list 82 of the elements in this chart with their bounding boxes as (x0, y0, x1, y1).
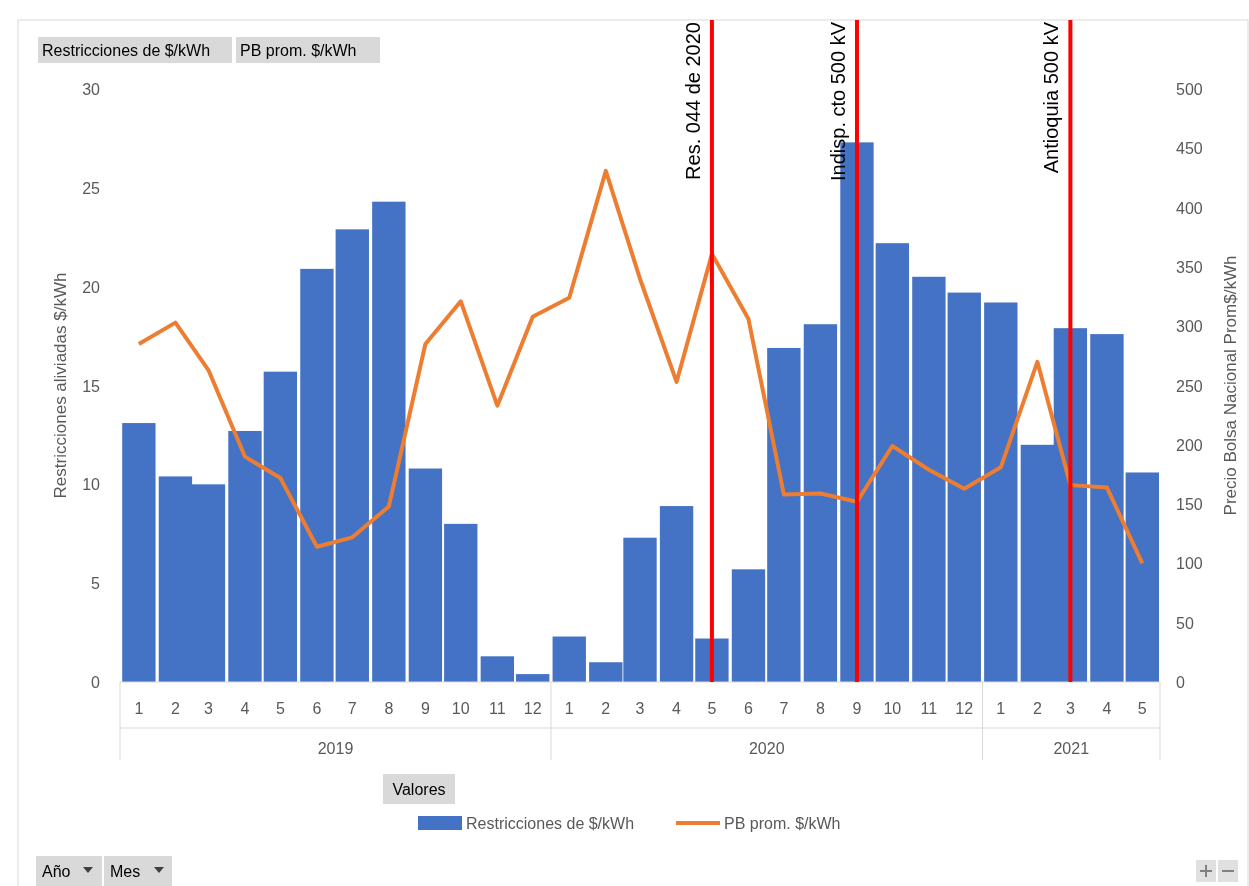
x-tick-label: 8 (815, 700, 825, 717)
field-button: Valores (383, 774, 455, 804)
y-tick-label: 5 (91, 575, 101, 593)
x-tick-label: 1 (134, 700, 144, 717)
field-button: Restricciones de $/kWh (38, 37, 232, 63)
x-tick-label: 1 (564, 700, 574, 717)
bar (444, 523, 478, 682)
x-tick-label: 5 (275, 700, 285, 717)
bar (659, 506, 694, 682)
bar (875, 243, 910, 682)
y2-tick-label: 0 (1176, 674, 1185, 691)
ref-line-label: Indisp. cto 500 kV (826, 21, 849, 181)
x-tick-label: 4 (1102, 700, 1112, 717)
field-button: Mes (104, 856, 172, 886)
y-tick-label: 10 (82, 476, 101, 494)
bar (1125, 472, 1159, 682)
legend-label: PB prom. $/kWh (724, 815, 841, 832)
bar (1090, 334, 1124, 682)
bar (263, 371, 298, 682)
x-tick-label: 9 (852, 700, 862, 717)
x-tick-label: 5 (707, 700, 717, 717)
x-tick-label: 1 (996, 700, 1006, 717)
x-tick-label: 2 (601, 700, 611, 717)
x-tick-label: 3 (635, 700, 645, 717)
bar (408, 468, 443, 682)
y2-tick-label: 300 (1176, 318, 1203, 336)
x-tick-label: 4 (672, 700, 682, 717)
bar (947, 292, 981, 682)
y2-axis-title: Precio Bolsa Nacional Prom$/kWh (1221, 255, 1240, 516)
y-tick-label: 0 (91, 674, 101, 691)
y-tick-label: 15 (82, 377, 101, 395)
bar (552, 636, 586, 682)
x-tick-label: 3 (1065, 700, 1075, 717)
ref-line-label: Res. 044 de 2020 (681, 22, 704, 180)
x-tick-label: 2 (170, 700, 180, 717)
bar (767, 347, 801, 682)
bar (122, 423, 156, 682)
field-button: Año (36, 856, 102, 886)
y-tick-label: 25 (82, 179, 101, 197)
bar (984, 302, 1018, 682)
x-tick-label: 2 (1032, 700, 1042, 717)
x-tick-label: 8 (384, 700, 394, 717)
y2-tick-label: 450 (1176, 140, 1203, 158)
y-tick-label: 20 (82, 278, 101, 296)
bar (803, 324, 838, 682)
x-tick-label: 6 (744, 700, 754, 717)
y2-tick-label: 500 (1176, 81, 1203, 98)
legend-label: Restricciones de $/kWh (466, 815, 635, 832)
y2-tick-label: 200 (1176, 436, 1203, 454)
y-tick-label: 30 (82, 81, 101, 98)
x-tick-label: 11 (920, 700, 938, 717)
field-button: PB prom. $/kWh (236, 37, 380, 63)
bar (228, 430, 262, 682)
bar (335, 229, 369, 682)
x-tick-label: 4 (240, 700, 250, 717)
text: 2019 (317, 740, 354, 757)
x-tick-label: 7 (779, 700, 789, 717)
x-tick-label: 9 (420, 700, 430, 717)
text: 2020 (748, 740, 785, 757)
bar (912, 276, 946, 682)
y2-tick-label: 400 (1176, 199, 1203, 217)
text: 2021 (1053, 740, 1090, 757)
x-tick-label: 5 (1137, 700, 1147, 717)
y2-tick-label: 100 (1176, 555, 1203, 573)
y2-tick-label: 150 (1176, 496, 1203, 514)
x-tick-label: 12 (955, 700, 974, 717)
bar (300, 268, 334, 682)
y2-tick-label: 50 (1176, 614, 1194, 632)
x-tick-label: 12 (523, 700, 542, 717)
ref-line-label: Antioquia 500 kV (1040, 21, 1063, 174)
y2-tick-label: 350 (1176, 258, 1203, 276)
bar (372, 201, 406, 682)
bar (731, 569, 766, 682)
y2-tick-label: 250 (1176, 377, 1203, 395)
y-axis-title: Restricciones aliviadas $/kWh (51, 272, 70, 499)
x-tick-label: 3 (203, 700, 213, 717)
x-tick-label: 10 (883, 700, 902, 717)
x-tick-label: 11 (489, 700, 506, 717)
bar (480, 656, 514, 682)
x-tick-label: 7 (347, 700, 357, 717)
x-tick-label: 6 (312, 700, 322, 717)
x-tick-label: 10 (451, 700, 470, 717)
